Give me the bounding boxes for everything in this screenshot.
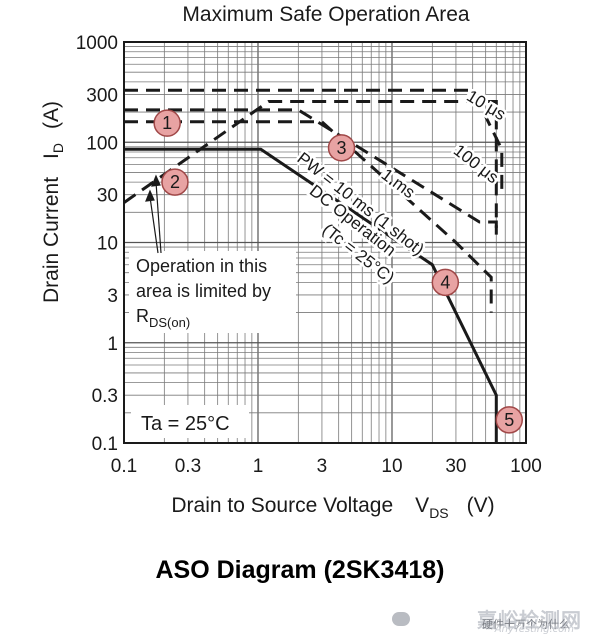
marker-circle — [161, 168, 189, 196]
numbered-markers: 1 2 3 4 5 — [153, 109, 524, 434]
y-tick-label: 3 — [107, 286, 118, 307]
series-lines — [123, 88, 504, 443]
watermark-account: 硬件十万个为什么 — [482, 618, 570, 631]
marker-circle — [431, 268, 460, 297]
x-tick-label: 3 — [317, 456, 328, 477]
note-line-1: Operation in this — [136, 256, 267, 276]
marker-label: 1 — [162, 113, 172, 133]
chart-title: Maximum Safe Operation Area — [182, 3, 469, 26]
marker-label: 4 — [440, 272, 450, 292]
y-axis-unit: (A) — [40, 101, 63, 129]
rds-note-box: Operation in this area is limited by RDS… — [129, 251, 296, 333]
note-subscript: DS(on) — [149, 315, 190, 330]
x-tick-label: 0.3 — [175, 456, 201, 477]
pulse-limit-line-2 — [124, 120, 493, 313]
x-tick-label: 30 — [445, 456, 466, 477]
x-axis-subscript: DS — [429, 505, 448, 521]
watermark-logo: 嘉峪检测网 — [477, 608, 582, 632]
y-tick-label: 10 — [97, 234, 118, 255]
line-annotation: 100 μs — [450, 141, 502, 188]
y-axis-label: Drain Current — [40, 177, 63, 303]
x-axis-title: Drain to Source Voltage VDS (V) — [171, 494, 494, 521]
y-tick-label: 1000 — [76, 33, 118, 54]
y-tick-label: 100 — [86, 133, 118, 154]
x-axis-label: Drain to Source Voltage — [171, 494, 393, 517]
x-axis-symbol: V — [415, 494, 429, 517]
marker-label: 2 — [170, 172, 180, 192]
y-axis-subscript: D — [50, 143, 66, 153]
line-annotation: 1 ms — [378, 165, 419, 202]
y-tick-label: 300 — [86, 85, 118, 106]
note-arrows — [145, 174, 162, 254]
ta-label-box: Ta = 25°C — [131, 405, 249, 438]
y-tick-label: 0.3 — [92, 386, 118, 407]
pulse-limit-line-4 — [124, 88, 504, 195]
marker-circle — [327, 134, 356, 162]
y-axis-symbol: I — [40, 153, 63, 159]
ta-label: Ta = 25°C — [141, 413, 230, 435]
watermark-url: AnyTesting.com — [494, 624, 574, 635]
pulse-limit-line-1 — [123, 100, 498, 235]
x-tick-label: 1 — [253, 456, 264, 477]
marker-circle — [495, 406, 524, 434]
marker-label: 3 — [337, 138, 347, 158]
tick-labels: 0.1 0.3 1 3 10 30 100 0.1 0.3 1 3 10 30 100 300 1000 — [76, 33, 542, 477]
x-tick-label: 0.1 — [111, 456, 137, 477]
gridlines — [124, 42, 526, 443]
note-symbol: R — [136, 306, 149, 326]
marker-label: 5 — [504, 410, 514, 430]
note-line-2: area is limited by — [136, 281, 271, 301]
y-tick-label: 0.1 — [92, 434, 118, 455]
wechat-icon — [392, 612, 410, 626]
x-axis-unit: (V) — [467, 494, 495, 517]
dc-limit-line-5 — [124, 147, 498, 443]
marker-circle — [153, 109, 181, 137]
x-tick-label: 10 — [381, 456, 402, 477]
y-tick-label: 1 — [107, 334, 118, 355]
y-axis-title: Drain Current ID (A) — [40, 101, 66, 303]
diagram-caption: ASO Diagram (2SK3418) — [155, 556, 445, 584]
plot-frame — [123, 41, 527, 444]
note-line-3: RDS(on) — [136, 306, 190, 330]
watermark: 嘉峪检测网 硬件十万个为什么 AnyTesting.com — [392, 604, 582, 635]
x-tick-label: 100 — [510, 456, 542, 477]
pulse-limit-line-3 — [124, 108, 498, 235]
y-tick-label: 30 — [97, 186, 118, 207]
